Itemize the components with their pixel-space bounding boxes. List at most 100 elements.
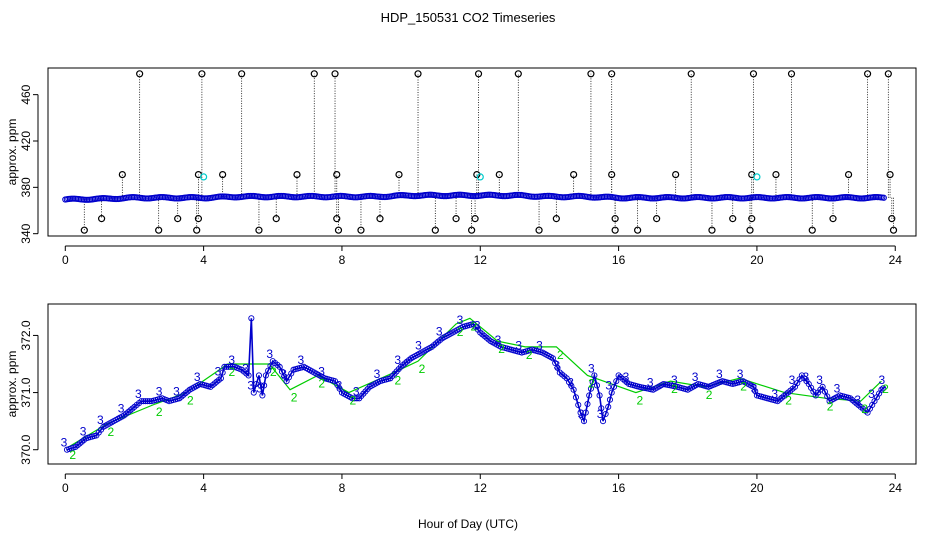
primary-point: [554, 364, 561, 371]
outlier-point: [198, 70, 206, 78]
primary-point: [599, 418, 607, 425]
x-tick-label: 8: [339, 481, 346, 495]
primary-marker: 3: [135, 387, 142, 401]
secondary-marker: 2: [228, 365, 235, 379]
primary-marker: 3: [415, 339, 422, 353]
x-tick-label: 0: [62, 481, 69, 495]
secondary-marker: 2: [557, 348, 564, 362]
calibration-point: [476, 173, 484, 181]
primary-marker: 3: [789, 373, 796, 387]
primary-point: [351, 395, 358, 402]
primary-marker: 3: [436, 324, 443, 338]
primary-point: [824, 393, 831, 400]
primary-marker: 3: [751, 381, 758, 395]
outlier-point: [863, 70, 872, 78]
primary-marker: 3: [280, 367, 287, 381]
primary-marker: 3: [247, 379, 254, 393]
y-axis-label: approx. ppm: [5, 119, 19, 186]
primary-marker: 3: [816, 373, 823, 387]
primary-marker: 3: [194, 370, 201, 384]
primary-point: [549, 355, 556, 362]
primary-marker: 3: [771, 387, 778, 401]
outlier-point: [118, 170, 126, 179]
outlier-point: [787, 70, 796, 78]
outlier-point: [672, 170, 680, 179]
primary-point: [261, 382, 268, 389]
primary-marker: 3: [266, 347, 273, 361]
primary-point: [598, 405, 605, 412]
primary-point: [584, 400, 591, 408]
outlier-point: [471, 215, 479, 223]
outlier-point: [829, 215, 837, 223]
primary-point: [819, 383, 826, 390]
primary-marker: 3: [737, 367, 744, 381]
primary-marker: 3: [623, 370, 630, 384]
outlier-point: [376, 215, 384, 223]
primary-point: [596, 392, 603, 399]
primary-point: [140, 398, 147, 405]
primary-marker: 3: [578, 407, 585, 421]
outlier-point: [331, 70, 339, 78]
x-tick-label: 12: [474, 253, 488, 267]
outlier-point: [514, 70, 522, 78]
primary-point: [146, 398, 153, 405]
primary-marker: 3: [834, 381, 841, 395]
secondary-marker: 2: [785, 394, 792, 408]
x-tick-label: 24: [889, 253, 903, 267]
outlier-point: [255, 226, 263, 234]
primary-point: [552, 359, 559, 367]
secondary-series-line: [68, 317, 882, 448]
y-tick-label: 460: [19, 84, 33, 104]
primary-point: [253, 380, 260, 388]
primary-point: [142, 398, 149, 405]
outlier-point: [431, 226, 439, 234]
primary-marker: 3: [394, 353, 401, 367]
primary-marker: 3: [588, 361, 595, 375]
primary-marker: 3: [97, 413, 104, 427]
outlier-point: [570, 170, 578, 179]
primary-marker: 3: [318, 364, 325, 378]
outlier-point: [334, 226, 343, 234]
x-tick-label: 20: [750, 253, 764, 267]
primary-point: [586, 392, 593, 399]
secondary-marker: 2: [457, 325, 464, 339]
outlier-point: [535, 226, 543, 234]
primary-point: [276, 363, 283, 370]
primary-point: [606, 396, 614, 403]
primary-point: [229, 363, 236, 370]
primary-marker: 3: [716, 367, 723, 381]
secondary-marker: 2: [861, 402, 868, 416]
primary-point: [248, 315, 255, 322]
outlier-point: [414, 70, 422, 78]
secondary-marker: 2: [107, 425, 114, 439]
primary-marker: 3: [597, 407, 604, 421]
outlier-point: [310, 70, 318, 78]
x-tick-label: 4: [200, 253, 207, 267]
primary-point: [878, 386, 885, 393]
raw-co2-panel: 0 4 8 12 16 20 24 340 380 420 460 approx. ppm: [5, 67, 917, 267]
primary-marker: 3: [215, 364, 222, 378]
primary-point: [225, 363, 232, 370]
calibration-point: [753, 173, 761, 181]
outlier-point: [608, 170, 616, 179]
y-tick-label: 370.0: [19, 434, 33, 464]
outlier-point: [772, 170, 780, 179]
x-axis-label: Hour of Day (UTC): [418, 517, 518, 531]
y-tick-label: 372.0: [19, 320, 33, 350]
outlier-point: [888, 215, 896, 223]
outlier-point: [333, 170, 341, 179]
primary-point: [255, 372, 262, 379]
outlier-point: [495, 170, 503, 179]
x-tick-label: 16: [612, 253, 626, 267]
primary-point: [250, 389, 257, 396]
outlier-point: [886, 170, 894, 179]
secondary-marker: 2: [318, 376, 325, 390]
outlier-point: [746, 226, 754, 234]
outlier-point: [357, 226, 365, 234]
primary-marker: 3: [374, 367, 381, 381]
outlier-point: [587, 70, 595, 78]
primary-point: [349, 395, 356, 402]
primary-marker: 3: [647, 376, 654, 390]
baseline-point: [880, 194, 887, 201]
x-tick-label: 24: [889, 481, 903, 495]
